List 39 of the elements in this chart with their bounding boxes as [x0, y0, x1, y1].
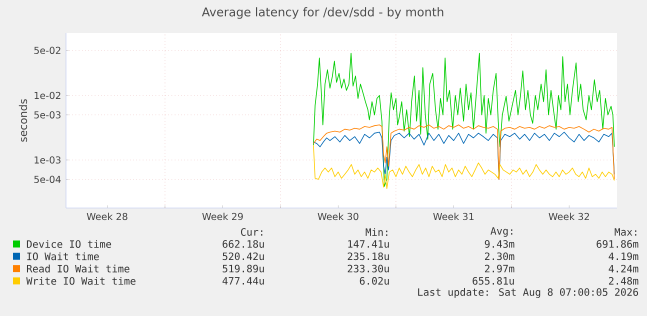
- y-tick-label: 5e-02: [34, 46, 60, 54]
- text: 2.30m: [484, 252, 514, 260]
- text: 233.30u: [348, 264, 389, 272]
- legend-label: Device IO time: [26, 240, 112, 248]
- text: 691.86m: [596, 240, 638, 248]
- text: Max:: [614, 228, 636, 236]
- chart-title: Average latency for /dev/sdd - by month: [202, 7, 444, 19]
- text: Avg:: [490, 227, 512, 237]
- legend-label: IO Wait time: [27, 252, 99, 260]
- legend-label: Read IO Wait time: [26, 264, 130, 273]
- legend-label: Write IO Wait time: [26, 276, 136, 285]
- text: 2.48m: [608, 277, 638, 285]
- text: Min:: [366, 228, 388, 236]
- text: 4.19m: [608, 252, 638, 260]
- text: Last update: Sat Aug 8 07:00:05 2026: [418, 288, 638, 298]
- text: 9.43m: [484, 240, 514, 248]
- x-tick-label: Week 29: [202, 212, 243, 220]
- text: 519.89u: [222, 264, 264, 272]
- line-series: [313, 144, 615, 189]
- y-tick-label: 1e-02: [34, 92, 60, 100]
- text: 4.24m: [608, 264, 638, 272]
- y-tick-label: 5e-04: [34, 176, 61, 183]
- text: 147.41u: [348, 240, 389, 248]
- x-tick-label: Week 30: [318, 212, 358, 220]
- text: 477.44u: [222, 277, 264, 285]
- y-tick-label: 5e-03: [34, 111, 61, 118]
- x-tick-label: Week 32: [548, 212, 589, 220]
- text: 520.42u: [222, 252, 264, 260]
- y-tick-label: 1e-03: [34, 156, 61, 164]
- text: 662.18u: [222, 240, 264, 248]
- text: 6.02u: [360, 277, 389, 285]
- x-tick-label: Week 28: [86, 212, 128, 220]
- text: 235.18u: [348, 252, 389, 260]
- y-axis-title: seconds: [18, 99, 28, 142]
- text: 2.97m: [484, 264, 514, 272]
- text: 655.81u: [472, 277, 514, 285]
- line-series: [313, 52, 615, 187]
- x-tick-label: Week 31: [433, 212, 474, 220]
- text: Cur:: [241, 228, 262, 236]
